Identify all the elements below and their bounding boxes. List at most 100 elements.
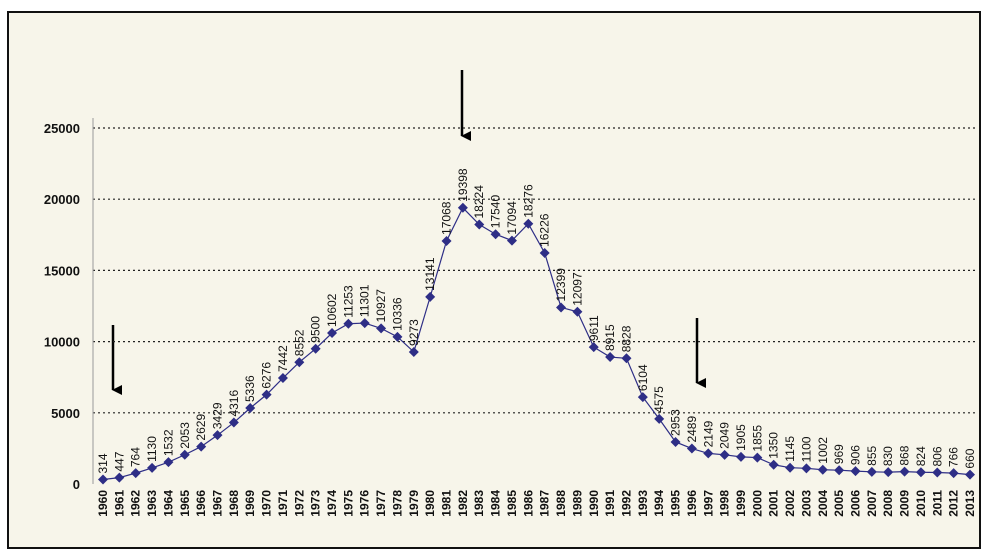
x-tick-label: 1998 (718, 490, 732, 517)
x-tick-label: 1961 (112, 490, 126, 517)
data-label: 5336 (243, 375, 257, 402)
x-tick-label: 1981 (440, 490, 454, 517)
data-label: 2049 (718, 422, 732, 449)
x-tick-label: 2003 (799, 490, 813, 517)
data-label: 3429 (211, 402, 225, 429)
data-label: 806 (930, 446, 944, 466)
marker (670, 436, 681, 447)
x-tick-label: 1967 (211, 490, 225, 517)
marker (163, 457, 174, 468)
marker (883, 467, 894, 478)
x-tick-label: 2009 (898, 490, 912, 517)
marker (310, 343, 321, 354)
marker (441, 235, 452, 246)
marker (359, 318, 370, 329)
x-tick-label: 1960 (96, 490, 110, 517)
x-tick-label: 1996 (685, 490, 699, 517)
marker (506, 235, 517, 246)
marker (834, 465, 845, 476)
y-tick-label: 10000 (44, 335, 80, 350)
data-label: 12399 (554, 268, 568, 302)
data-label: 4316 (227, 390, 241, 417)
x-tick-label: 2013 (963, 490, 977, 517)
x-tick-label: 1973 (309, 490, 323, 517)
x-tick-label: 2011 (930, 490, 944, 516)
marker (179, 449, 190, 460)
marker (245, 403, 256, 414)
data-label: 10927 (374, 289, 388, 323)
marker (899, 466, 910, 477)
marker (785, 462, 796, 473)
data-label: 17094 (505, 201, 519, 235)
x-tick-label: 1987 (538, 490, 552, 517)
x-tick-label: 1979 (407, 490, 421, 517)
marker (408, 346, 419, 357)
marker (703, 448, 714, 459)
x-tick-label: 1985 (505, 490, 519, 517)
data-label: 8915 (603, 324, 617, 351)
marker (376, 323, 387, 334)
marker (965, 469, 975, 480)
marker (572, 306, 583, 317)
x-tick-label: 1995 (669, 490, 683, 517)
x-tick-label: 1994 (652, 490, 666, 517)
x-tick-label: 1965 (178, 490, 192, 517)
marker (654, 413, 665, 424)
data-label: 1855 (750, 425, 764, 452)
x-tick-label: 2001 (767, 490, 781, 517)
data-label: 1350 (767, 432, 781, 459)
x-tick-label: 2008 (881, 490, 895, 517)
data-label: 4575 (652, 386, 666, 413)
marker (588, 342, 599, 353)
marker (801, 463, 812, 474)
x-tick-label: 1999 (734, 490, 748, 517)
x-tick-label: 2010 (914, 490, 928, 517)
x-tick-label: 1968 (227, 490, 241, 517)
data-label: 18276 (521, 184, 535, 218)
x-tick-label: 1971 (276, 490, 290, 517)
data-label: 11301 (358, 284, 372, 317)
marker (637, 392, 648, 403)
x-tick-label: 1989 (570, 490, 584, 517)
marker (212, 430, 223, 441)
x-tick-label: 1976 (358, 490, 372, 517)
x-tick-label: 1975 (341, 490, 355, 517)
marker (343, 318, 354, 329)
marker (850, 466, 861, 477)
data-label: 7442 (276, 345, 290, 372)
marker (752, 452, 763, 463)
marker (294, 357, 305, 368)
x-tick-label: 1962 (129, 490, 143, 517)
data-label: 764 (129, 447, 143, 467)
marker (735, 451, 746, 462)
marker (425, 291, 436, 302)
marker (98, 474, 108, 485)
marker (817, 464, 828, 475)
data-label: 1130 (145, 436, 159, 462)
data-label: 2053 (178, 422, 192, 449)
marker (556, 302, 567, 313)
data-label: 660 (963, 448, 977, 468)
data-label: 1002 (816, 437, 830, 464)
x-tick-label: 1977 (374, 490, 388, 517)
data-label: 9611 (587, 315, 601, 341)
data-label: 17540 (489, 195, 503, 229)
x-tick-label: 1983 (472, 490, 486, 517)
y-tick-label: 5000 (51, 406, 80, 421)
data-label: 855 (865, 445, 879, 465)
x-tick-label: 1966 (194, 490, 208, 517)
data-label: 906 (848, 445, 862, 465)
marker (866, 466, 877, 477)
x-tick-label: 1986 (521, 490, 535, 517)
x-tick-label: 1991 (603, 490, 617, 517)
data-label: 8552 (292, 329, 306, 356)
x-tick-label: 2007 (865, 490, 879, 517)
marker (196, 441, 207, 452)
marker (327, 328, 338, 339)
marker (686, 443, 697, 454)
x-tick-label: 1992 (619, 490, 633, 517)
y-tick-label: 20000 (44, 192, 80, 207)
data-label: 9500 (309, 316, 323, 343)
data-label: 2489 (685, 416, 699, 443)
data-label: 1905 (734, 424, 748, 451)
